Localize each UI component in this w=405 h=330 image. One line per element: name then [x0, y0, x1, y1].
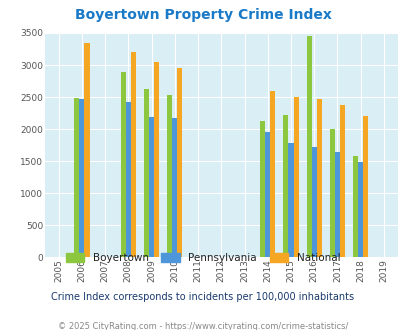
Bar	[74, 98, 79, 257]
Text: © 2025 CityRating.com - https://www.cityrating.com/crime-statistics/: © 2025 CityRating.com - https://www.city…	[58, 322, 347, 330]
Bar	[149, 117, 154, 257]
Bar	[339, 105, 344, 257]
Bar	[79, 99, 84, 257]
Bar	[288, 143, 293, 257]
Bar	[306, 36, 311, 257]
Bar	[362, 116, 367, 257]
Bar	[130, 51, 136, 257]
Bar	[357, 162, 362, 257]
Bar	[352, 156, 357, 257]
Bar	[172, 118, 177, 257]
Bar	[329, 128, 334, 257]
Bar	[120, 72, 126, 257]
Bar	[316, 99, 321, 257]
Bar	[260, 121, 264, 257]
Bar	[154, 62, 159, 257]
Bar	[293, 97, 298, 257]
Bar	[264, 132, 270, 257]
Bar	[334, 152, 339, 257]
Bar	[143, 89, 149, 257]
Bar	[283, 115, 288, 257]
Bar	[126, 102, 130, 257]
Text: Crime Index corresponds to incidents per 100,000 inhabitants: Crime Index corresponds to incidents per…	[51, 292, 354, 302]
Text: Boyertown Property Crime Index: Boyertown Property Crime Index	[75, 8, 330, 22]
Bar	[167, 95, 172, 257]
Bar	[177, 68, 182, 257]
Bar	[311, 147, 316, 257]
Legend: Boyertown, Pennsylvania, National: Boyertown, Pennsylvania, National	[62, 249, 343, 267]
Bar	[270, 91, 275, 257]
Bar	[84, 43, 89, 257]
